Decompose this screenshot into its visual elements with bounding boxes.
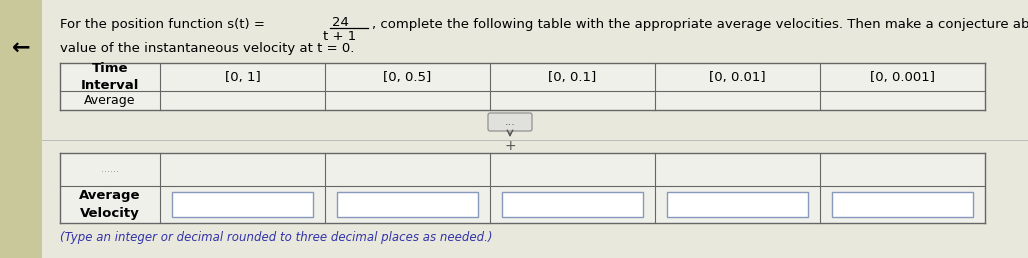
Text: +: + — [504, 139, 516, 153]
Text: ...: ... — [505, 117, 515, 127]
Bar — [502, 192, 642, 217]
Text: value of the instantaneous velocity at t = 0.: value of the instantaneous velocity at t… — [60, 42, 355, 55]
Text: For the position function s(t) =: For the position function s(t) = — [60, 18, 269, 31]
Bar — [337, 192, 478, 217]
Bar — [0, 0, 42, 258]
Text: 24: 24 — [332, 16, 348, 29]
Bar — [60, 63, 985, 110]
Text: [0, 0.001]: [0, 0.001] — [870, 70, 935, 84]
Text: Time
Interval: Time Interval — [81, 62, 139, 92]
Text: ←: ← — [11, 38, 30, 58]
Text: [0, 0.01]: [0, 0.01] — [709, 70, 766, 84]
Text: [0, 0.5]: [0, 0.5] — [383, 70, 432, 84]
Text: Average: Average — [84, 94, 136, 107]
Text: Average
Velocity: Average Velocity — [79, 189, 141, 220]
Text: [0, 1]: [0, 1] — [225, 70, 260, 84]
Bar — [60, 153, 985, 223]
Bar — [667, 192, 808, 217]
Bar — [832, 192, 972, 217]
Text: t + 1: t + 1 — [324, 30, 357, 43]
FancyBboxPatch shape — [488, 113, 533, 131]
Text: [0, 0.1]: [0, 0.1] — [548, 70, 596, 84]
Bar — [172, 192, 313, 217]
Text: ......: ...... — [101, 165, 119, 174]
Text: (Type an integer or decimal rounded to three decimal places as needed.): (Type an integer or decimal rounded to t… — [60, 231, 492, 244]
Text: , complete the following table with the appropriate average velocities. Then mak: , complete the following table with the … — [372, 18, 1028, 31]
